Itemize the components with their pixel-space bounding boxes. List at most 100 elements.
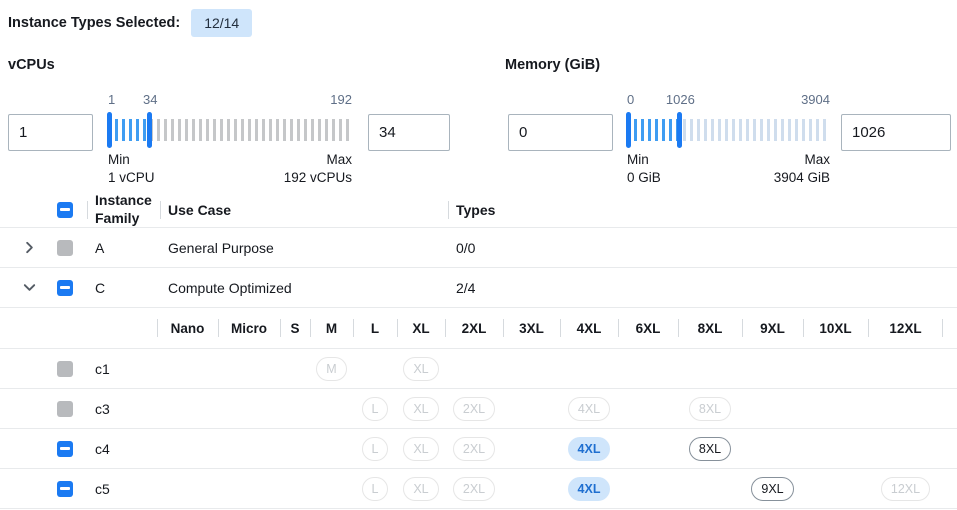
instance-name: c1 bbox=[95, 360, 110, 377]
memory-max-sublabel: 3904 GiB bbox=[773, 170, 830, 185]
instance-checkbox-c1 bbox=[57, 360, 73, 377]
family-row-c: C Compute Optimized 2/4 bbox=[0, 268, 957, 308]
family-name: C bbox=[95, 279, 106, 296]
selected-count-badge: 12/14 bbox=[191, 9, 253, 37]
selected-count-bar: Instance Types Selected: 12/14 bbox=[8, 8, 253, 38]
instance-checkbox-c5[interactable] bbox=[57, 480, 73, 497]
family-use-case: General Purpose bbox=[168, 239, 274, 256]
memory-slider-selected-range bbox=[627, 119, 681, 141]
column-header-types: Types bbox=[448, 202, 957, 218]
table-body: A General Purpose 0/0 C Compute Optimized 2/4… bbox=[0, 228, 957, 509]
chevron-right-icon[interactable] bbox=[17, 236, 41, 260]
size-pill-c4-8xl[interactable]: 8XL bbox=[688, 436, 732, 461]
vcpus-slider-selected-range bbox=[108, 119, 151, 141]
vcpus-min-sublabel: 1 vCPU bbox=[108, 170, 155, 185]
size-column-header-xl: XL bbox=[412, 320, 430, 336]
column-header-instance-family: Instance Family bbox=[87, 192, 160, 227]
memory-section-title: Memory (GiB) bbox=[505, 57, 601, 73]
size-pill-c5-l: L bbox=[361, 476, 389, 501]
vcpus-scale-start-label: 1 bbox=[108, 92, 116, 107]
size-pill-c5-12xl: 12XL bbox=[880, 476, 931, 501]
family-checkbox-a bbox=[57, 239, 73, 256]
table-header-row: Instance Family Use Case Types bbox=[0, 192, 957, 228]
size-pill-c5-xl: XL bbox=[403, 476, 439, 501]
size-columns-header-row: Nano Micro S M L XL 2XL 3XL 4XL 6XL 8XL 9XL 10XL 12XL bbox=[0, 308, 957, 349]
memory-slider-track[interactable] bbox=[626, 112, 830, 148]
memory-scale-start-label: 0 bbox=[627, 92, 635, 107]
size-column-header-s: S bbox=[290, 320, 300, 336]
memory-min-sublabel: 0 GiB bbox=[627, 170, 661, 185]
instance-family-table: Instance Family Use Case Types A General … bbox=[0, 192, 957, 509]
size-column-header-12xl: 12XL bbox=[889, 320, 922, 336]
instance-checkbox-c3 bbox=[57, 400, 73, 417]
size-pill-c5-2xl: 2XL bbox=[452, 476, 496, 501]
vcpus-scale-labels: 1 34 192 bbox=[108, 92, 352, 110]
vcpus-slider-ticks bbox=[108, 119, 352, 141]
size-pill-c3-2xl: 2XL bbox=[452, 396, 496, 421]
size-pill-c1-xl: XL bbox=[403, 356, 439, 381]
memory-min-input[interactable] bbox=[508, 114, 613, 151]
selected-count-label: Instance Types Selected: bbox=[8, 15, 181, 31]
size-column-header-m: M bbox=[325, 320, 338, 336]
family-types-count: 0/0 bbox=[456, 239, 476, 256]
size-column-header-10xl: 10XL bbox=[819, 320, 852, 336]
size-column-header-l: L bbox=[370, 320, 380, 336]
instance-name: c3 bbox=[95, 400, 110, 417]
vcpus-slider-max-handle[interactable] bbox=[147, 112, 153, 148]
instance-name: c5 bbox=[95, 480, 110, 497]
vcpus-section-title: vCPUs bbox=[8, 57, 55, 73]
memory-scale-end-label: 3904 bbox=[801, 92, 830, 107]
vcpus-scale-end-label: 192 bbox=[330, 92, 352, 107]
size-pill-c3-4xl: 4XL bbox=[567, 396, 611, 421]
vcpus-scale-current-label: 34 bbox=[142, 92, 158, 107]
memory-slider-max-handle[interactable] bbox=[677, 112, 683, 148]
vcpus-min-caption: Min bbox=[108, 152, 130, 167]
vcpus-range-slider[interactable]: 1 34 192 Min Max 1 vCPU 192 vCPUs bbox=[107, 92, 352, 185]
size-pill-c4-4xl[interactable]: 4XL bbox=[567, 436, 611, 461]
size-pill-c5-4xl[interactable]: 4XL bbox=[567, 476, 611, 501]
instance-name: c4 bbox=[95, 440, 110, 457]
memory-max-input[interactable] bbox=[841, 114, 951, 151]
select-all-checkbox[interactable] bbox=[57, 201, 73, 218]
size-column-header-8xl: 8XL bbox=[697, 320, 723, 336]
size-pill-c1-m: M bbox=[316, 356, 347, 381]
size-pill-c3-8xl: 8XL bbox=[688, 396, 732, 421]
memory-scale-labels: 0 1026 3904 bbox=[627, 92, 830, 110]
family-types-count: 2/4 bbox=[456, 279, 476, 296]
vcpus-slider-track[interactable] bbox=[107, 112, 352, 148]
memory-max-caption: Max bbox=[804, 152, 830, 167]
size-pill-c4-xl: XL bbox=[403, 436, 439, 461]
memory-slider-min-handle[interactable] bbox=[626, 112, 631, 148]
size-column-header-6xl: 6XL bbox=[635, 320, 661, 336]
vcpus-max-caption: Max bbox=[326, 152, 352, 167]
size-pill-c4-l: L bbox=[361, 436, 389, 461]
instance-row-c4: c4 L XL 2XL 4XL 8XL bbox=[0, 429, 957, 469]
vcpus-slider-min-handle[interactable] bbox=[107, 112, 112, 148]
vcpus-max-sublabel: 192 vCPUs bbox=[283, 170, 352, 185]
family-checkbox-c[interactable] bbox=[57, 279, 73, 296]
column-header-use-case: Use Case bbox=[160, 202, 448, 218]
memory-min-caption: Min bbox=[627, 152, 649, 167]
vcpus-min-input[interactable] bbox=[8, 114, 93, 151]
size-column-header-micro: Micro bbox=[230, 320, 267, 336]
instance-row-c5: c5 L XL 2XL 4XL 9XL 12XL bbox=[0, 469, 957, 509]
size-pill-c3-xl: XL bbox=[403, 396, 439, 421]
size-column-header-9xl: 9XL bbox=[760, 320, 785, 336]
family-use-case: Compute Optimized bbox=[168, 279, 292, 296]
size-column-header-4xl: 4XL bbox=[576, 320, 602, 336]
instance-checkbox-c4[interactable] bbox=[57, 440, 73, 457]
family-row-a: A General Purpose 0/0 bbox=[0, 228, 957, 268]
size-pill-c5-9xl[interactable]: 9XL bbox=[751, 476, 794, 501]
size-pill-c4-2xl: 2XL bbox=[452, 436, 496, 461]
size-column-header-nano: Nano bbox=[170, 320, 205, 336]
vcpus-max-input[interactable] bbox=[368, 114, 450, 151]
size-pill-c3-l: L bbox=[361, 396, 389, 421]
memory-range-slider[interactable]: 0 1026 3904 Min Max 0 GiB 3904 GiB bbox=[626, 92, 830, 185]
size-column-header-3xl: 3XL bbox=[519, 320, 544, 336]
memory-scale-current-label: 1026 bbox=[665, 92, 695, 107]
instance-row-c1: c1 M XL bbox=[0, 349, 957, 389]
instance-row-c3: c3 L XL 2XL 4XL 8XL bbox=[0, 389, 957, 429]
family-name: A bbox=[95, 239, 105, 256]
chevron-down-icon[interactable] bbox=[17, 276, 41, 300]
